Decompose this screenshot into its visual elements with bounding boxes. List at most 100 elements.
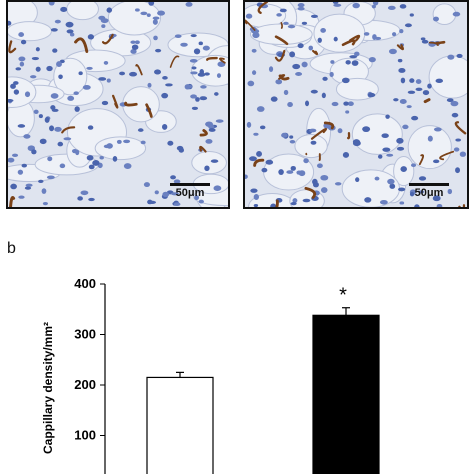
nucleus [148, 2, 155, 6]
nucleus [46, 65, 53, 72]
nucleus [399, 28, 404, 34]
scale-bar-line [170, 183, 210, 186]
nucleus [205, 139, 213, 144]
nucleus [303, 158, 309, 164]
nucleus [351, 60, 359, 66]
bar [312, 314, 380, 474]
nucleus [116, 139, 122, 144]
nucleus [54, 19, 61, 24]
nucleus [435, 78, 443, 84]
nucleus [364, 197, 372, 203]
nucleus [436, 203, 443, 207]
nucleus [396, 137, 404, 144]
nucleus [455, 138, 462, 142]
nucleus [251, 48, 257, 53]
nucleus [80, 190, 89, 196]
scale-bar-right: 50μm [409, 183, 449, 199]
nucleus [292, 63, 301, 70]
nucleus [161, 92, 169, 99]
nucleus [50, 93, 59, 99]
nucleus [321, 92, 326, 99]
nucleus [310, 140, 317, 145]
nucleus [140, 11, 148, 16]
nucleus [50, 28, 58, 32]
nucleus [372, 2, 379, 6]
nucleus [155, 48, 162, 53]
nucleus [341, 77, 350, 84]
stained-capillary [312, 49, 319, 56]
nucleus [289, 135, 294, 139]
nucleus [173, 202, 181, 207]
nucleus [355, 177, 360, 183]
nucleus [195, 97, 200, 102]
nucleus [342, 151, 350, 158]
nucleus [308, 45, 314, 51]
nucleus [427, 83, 432, 89]
nucleus [187, 84, 193, 89]
nucleus [112, 156, 118, 162]
nucleus [310, 14, 318, 18]
nucleus [301, 61, 308, 68]
nucleus [367, 92, 376, 98]
nucleus [256, 151, 262, 157]
tubule-lumen [407, 125, 452, 170]
nucleus [402, 124, 409, 130]
nucleus [287, 24, 296, 29]
nucleus [252, 70, 257, 75]
nucleus [452, 11, 461, 17]
stained-capillary [280, 22, 283, 29]
nucleus [17, 124, 26, 128]
nucleus [415, 79, 422, 84]
nucleus [275, 79, 283, 85]
y-tick-label: 400 [74, 276, 96, 291]
nucleus [374, 176, 380, 181]
nucleus [71, 149, 78, 154]
tubule-lumen [313, 13, 366, 53]
nucleus [446, 98, 454, 103]
stained-capillary [435, 40, 446, 45]
nucleus [337, 128, 343, 134]
nucleus [250, 188, 258, 193]
tubule-lumen [53, 57, 88, 96]
nucleus [347, 101, 354, 107]
nucleus [409, 191, 415, 197]
nucleus [35, 47, 40, 52]
stained-capillary [9, 196, 16, 207]
nucleus [453, 147, 460, 152]
nucleus [193, 48, 201, 55]
nucleus [286, 170, 294, 174]
nucleus [385, 114, 390, 119]
nucleus [152, 19, 158, 25]
nucleus [200, 96, 208, 101]
nucleus [330, 60, 335, 64]
nucleus [143, 182, 150, 188]
nucleus [316, 163, 323, 169]
nucleus [362, 126, 371, 133]
nucleus [377, 154, 383, 159]
nucleus [447, 188, 453, 195]
nucleus [204, 72, 210, 76]
nucleus [135, 8, 140, 12]
nucleus [20, 39, 27, 45]
stained-capillary [323, 121, 335, 130]
nucleus [30, 75, 37, 79]
stained-capillary [169, 55, 180, 68]
bar-chart: 100 200 300 400 Cappillary density/mm² * [41, 276, 380, 474]
nucleus [31, 56, 39, 61]
nucleus [180, 42, 188, 47]
nucleus [57, 141, 64, 147]
nucleus [407, 90, 416, 94]
nucleus [451, 112, 459, 118]
nucleus [397, 58, 403, 63]
nucleus [88, 164, 95, 170]
nucleus [88, 197, 95, 202]
nucleus [333, 36, 338, 42]
nucleus [410, 163, 417, 168]
tubule-lumen [66, 2, 99, 21]
micrograph-image-right [245, 2, 467, 207]
nucleus [78, 71, 83, 76]
nucleus [59, 163, 66, 169]
nucleus [24, 186, 32, 190]
nucleus [387, 5, 396, 11]
nucleus [302, 198, 311, 203]
